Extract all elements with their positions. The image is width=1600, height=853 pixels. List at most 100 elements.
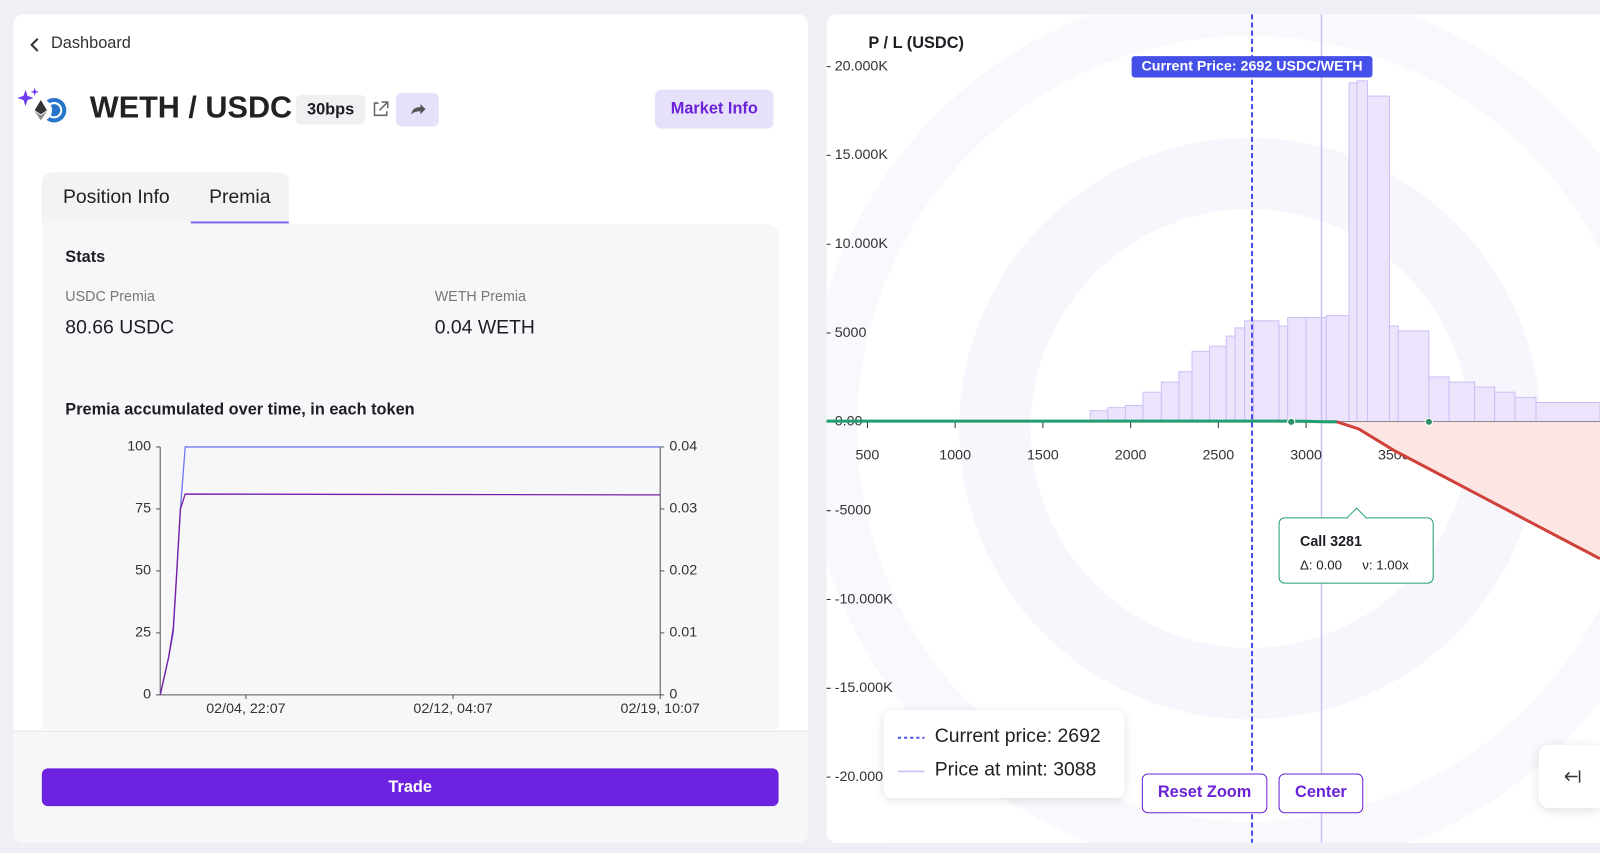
chart-title: Premia accumulated over time, in each to… bbox=[65, 401, 415, 419]
histogram-bar bbox=[1448, 381, 1476, 423]
y-tick-label: 10.000K bbox=[835, 236, 889, 252]
y-tick-label: 0 bbox=[143, 687, 151, 703]
y2-tick-label: 0.01 bbox=[669, 625, 697, 641]
premia-plot: 0 25 50 75 100 0 0.01 0.02 0.03 0.04 02/04, 22:07 0… bbox=[127, 439, 700, 717]
stats-title: Stats bbox=[65, 248, 106, 267]
y-tick-label: 25 bbox=[135, 625, 151, 641]
x-tick-label: 2500 bbox=[1202, 447, 1234, 463]
histogram-bar bbox=[1388, 325, 1399, 423]
x-tick-label: 2000 bbox=[1115, 447, 1147, 463]
market-info-button[interactable]: Market Info bbox=[655, 89, 774, 129]
x-tick-label: 1500 bbox=[1027, 447, 1059, 463]
histogram-bar bbox=[1325, 315, 1350, 423]
stat-value: 0.04 WETH bbox=[434, 317, 535, 339]
histogram-bar bbox=[1191, 350, 1211, 423]
trade-button[interactable]: Trade bbox=[41, 768, 779, 807]
histogram-bar bbox=[1287, 317, 1307, 423]
legend-swatch bbox=[897, 770, 925, 773]
y-tick-label: 20.000K bbox=[835, 58, 889, 74]
y-tick-label: 15.000K bbox=[835, 147, 889, 163]
y2-tick-label: 0.04 bbox=[669, 439, 697, 455]
histogram-bar bbox=[1535, 401, 1600, 423]
y-tick-label: 5000 bbox=[835, 325, 867, 341]
histogram-bar bbox=[1428, 376, 1450, 423]
histogram-bar bbox=[1474, 386, 1496, 423]
range-marker bbox=[1287, 417, 1296, 426]
y-tick-label: 75 bbox=[135, 501, 151, 517]
histogram-bar bbox=[1209, 345, 1227, 423]
reset-zoom-button[interactable]: Reset Zoom bbox=[1141, 773, 1268, 814]
x-tick-label: 02/12, 04:07 bbox=[413, 701, 492, 717]
pl-plot: 5001000150020002500300035004000450020.00… bbox=[826, 14, 1600, 843]
current-price-label: Current Price: 2692 USDC/WETH bbox=[1141, 59, 1362, 75]
line-series bbox=[159, 493, 661, 696]
y-tick-label: -20.000K bbox=[835, 769, 893, 785]
pair-title: WETH / USDC bbox=[89, 90, 293, 125]
loss-area bbox=[1336, 421, 1600, 559]
y-tick-label: -10.000K bbox=[835, 591, 893, 607]
stat-value: 80.66 USDC bbox=[65, 317, 175, 339]
collapse-button[interactable] bbox=[1538, 744, 1600, 809]
histogram-bar bbox=[1234, 327, 1246, 423]
tooltip-vega: ν: 1.00x bbox=[1362, 557, 1409, 573]
histogram-bar bbox=[1178, 371, 1193, 423]
y-tick-label: -5000 bbox=[835, 502, 872, 518]
histogram-bar bbox=[1142, 391, 1162, 423]
stat-label: USDC Premia bbox=[65, 287, 156, 305]
histogram-bar bbox=[1348, 82, 1358, 423]
collapse-icon bbox=[1564, 770, 1581, 783]
histogram-bar bbox=[1514, 396, 1537, 423]
histogram-bar bbox=[1225, 335, 1236, 423]
legend: Current price: 2692 Price at mint: 3088 bbox=[883, 710, 1125, 798]
tooltip: Call 3281 Δ: 0.00 ν: 1.00x bbox=[1278, 507, 1434, 584]
line-series bbox=[826, 419, 1337, 424]
histogram-bar bbox=[1160, 381, 1180, 423]
x-tick-label: 1000 bbox=[939, 447, 971, 463]
back-link[interactable]: Dashboard bbox=[51, 34, 131, 53]
histogram-bar bbox=[1366, 95, 1390, 423]
pl-title: P / L (USDC) bbox=[868, 34, 964, 53]
line-series bbox=[1336, 420, 1600, 561]
y2-tick-label: 0.03 bbox=[669, 501, 697, 517]
y-tick-label: 100 bbox=[127, 439, 151, 455]
y-tick-label: -15.000K bbox=[835, 680, 893, 696]
line-series bbox=[159, 446, 661, 696]
histogram-bar bbox=[1494, 391, 1516, 423]
tab[interactable]: Premia bbox=[190, 172, 289, 224]
stat-label: WETH Premia bbox=[434, 287, 526, 305]
histogram-bar bbox=[1278, 325, 1289, 423]
histogram-bar bbox=[1124, 405, 1144, 423]
y2-tick-label: 0.02 bbox=[669, 563, 697, 579]
center-button[interactable]: Center bbox=[1278, 773, 1364, 814]
tooltip-delta: Δ: 0.00 bbox=[1299, 557, 1343, 573]
y-tick-label: 50 bbox=[135, 563, 151, 579]
tab-content bbox=[41, 224, 779, 730]
x-tick-label: 3000 bbox=[1290, 447, 1322, 463]
histogram-bar bbox=[1252, 320, 1280, 423]
y2-tick-label: 0 bbox=[669, 687, 677, 703]
x-tick-label: 02/04, 22:07 bbox=[206, 701, 285, 717]
external-link-icon[interactable] bbox=[371, 100, 389, 118]
histogram-bar bbox=[1356, 80, 1369, 423]
tooltip-title: Call 3281 bbox=[1299, 532, 1362, 549]
tab-bar bbox=[41, 172, 289, 224]
legend-label: Price at mint: 3088 bbox=[934, 759, 1097, 781]
back-icon[interactable] bbox=[29, 37, 43, 53]
tab[interactable]: Position Info bbox=[62, 186, 170, 209]
histogram-bar bbox=[1397, 330, 1430, 423]
x-tick-label: 500 bbox=[856, 447, 880, 463]
fee-badge: 30bps bbox=[295, 94, 366, 125]
x-tick-label: 02/19, 10:07 bbox=[621, 701, 700, 717]
current-price-badge bbox=[1131, 56, 1373, 78]
legend-swatch bbox=[897, 736, 925, 739]
share-icon bbox=[411, 104, 426, 115]
pair-icon bbox=[17, 87, 67, 123]
range-marker bbox=[1424, 417, 1433, 426]
legend-label: Current price: 2692 bbox=[934, 725, 1101, 747]
histogram-bar bbox=[1305, 317, 1327, 423]
share-button[interactable] bbox=[395, 92, 439, 127]
